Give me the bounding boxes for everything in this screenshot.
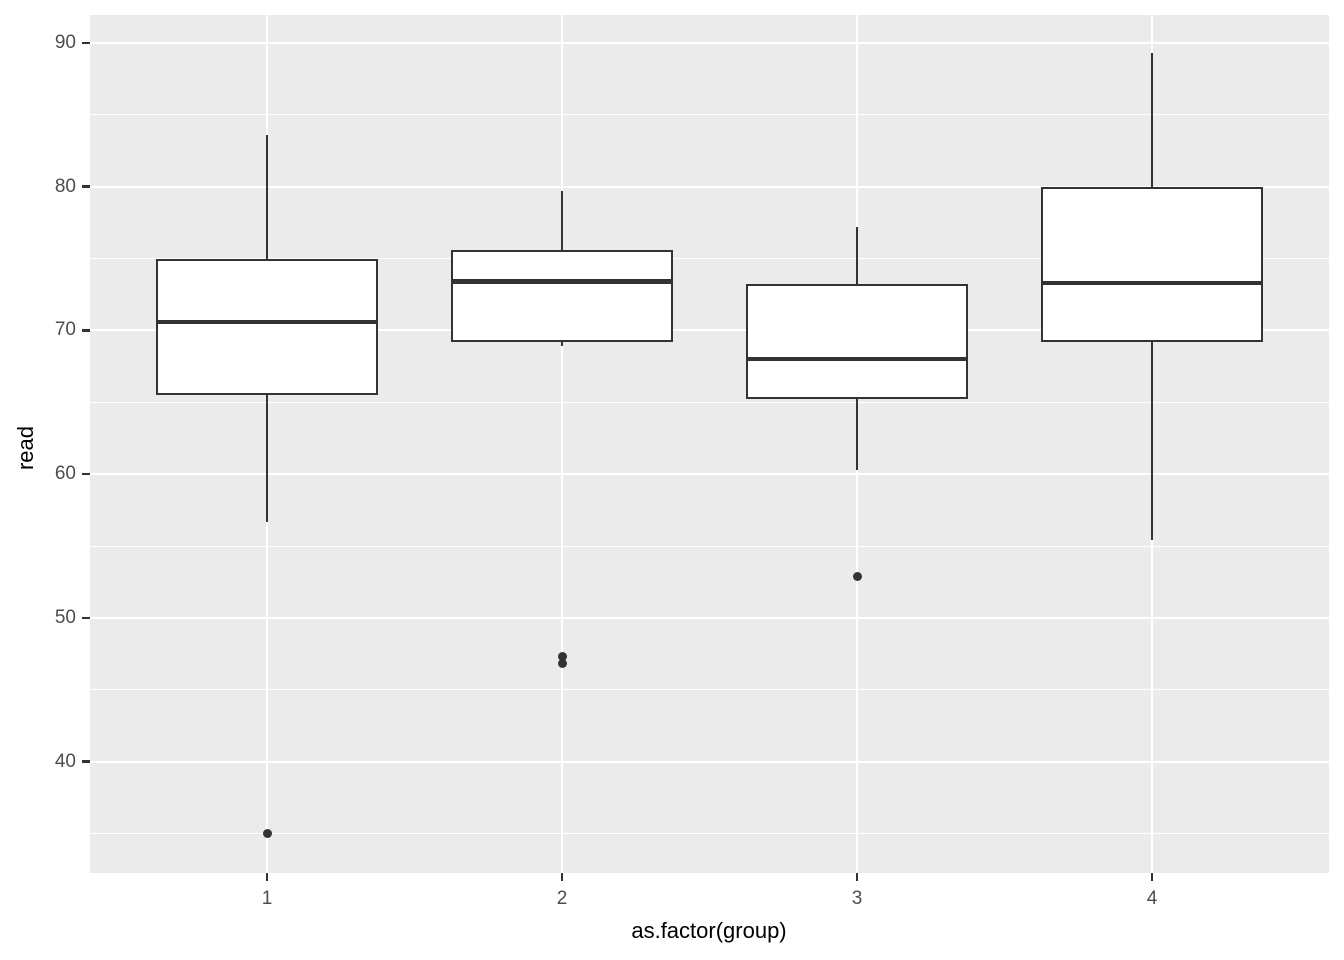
gridline-major-50: [90, 616, 1329, 619]
box-group-4: [1041, 186, 1263, 342]
x-tick-label-2: 2: [556, 888, 568, 909]
lower-whisker-group-2: [560, 341, 564, 347]
median-line-group-4: [1041, 280, 1263, 286]
lower-whisker-group-4: [1150, 341, 1154, 541]
y-tick-mark-70: [82, 329, 90, 332]
gridline-major-90: [90, 42, 1329, 45]
outlier-point-group-3-1: [852, 571, 862, 581]
gridline-major-80: [90, 185, 1329, 188]
x-tick-label-4: 4: [1146, 888, 1158, 909]
gridline-minor-85: [90, 114, 1329, 116]
x-tick-mark-3: [855, 873, 859, 881]
gridline-minor-65: [90, 401, 1329, 403]
upper-whisker-group-3: [855, 226, 859, 285]
gridline-minor-75: [90, 258, 1329, 260]
gridline-major-40: [90, 760, 1329, 763]
outlier-point-group-2-1: [557, 652, 567, 662]
y-tick-label-80: 80: [54, 175, 76, 197]
gridline-minor-35: [90, 832, 1329, 834]
y-tick-label-60: 60: [54, 463, 76, 485]
y-axis-title: read: [13, 425, 38, 471]
y-tick-mark-60: [82, 472, 90, 476]
x-tick-label-1: 1: [261, 888, 273, 909]
median-line-group-1: [156, 319, 378, 325]
outlier-point-group-2-2: [557, 659, 567, 669]
y-tick-mark-50: [82, 616, 90, 620]
gridline-vertical-group-2: [561, 15, 563, 873]
median-line-group-2: [451, 279, 673, 284]
x-tick-mark-2: [560, 873, 564, 881]
box-group-3: [746, 284, 968, 400]
upper-whisker-group-2: [560, 191, 564, 250]
gridline-minor-55: [90, 545, 1329, 547]
box-group-2: [451, 249, 673, 342]
y-tick-label-90: 90: [54, 32, 76, 54]
lower-whisker-group-1: [265, 395, 269, 522]
median-line-group-3: [746, 356, 968, 362]
lower-whisker-group-3: [855, 399, 859, 470]
gridline-major-60: [90, 473, 1329, 476]
gridline-major-70: [90, 329, 1329, 332]
y-tick-mark-90: [82, 41, 90, 45]
y-tick-label-40: 40: [54, 750, 76, 772]
x-tick-label-3: 3: [851, 888, 863, 909]
x-axis-title: as.factor(group): [631, 918, 787, 943]
y-tick-label-70: 70: [54, 319, 76, 341]
y-tick-mark-80: [82, 185, 90, 188]
x-tick-mark-4: [1150, 873, 1154, 881]
y-tick-mark-40: [82, 760, 90, 763]
box-group-1: [156, 258, 378, 396]
x-tick-mark-1: [265, 873, 269, 881]
plot-panel: [90, 15, 1329, 873]
upper-whisker-group-1: [265, 135, 269, 259]
gridline-minor-45: [90, 689, 1329, 691]
upper-whisker-group-4: [1150, 53, 1154, 187]
outlier-point-group-1-1: [262, 828, 272, 838]
y-tick-label-50: 50: [54, 606, 76, 628]
